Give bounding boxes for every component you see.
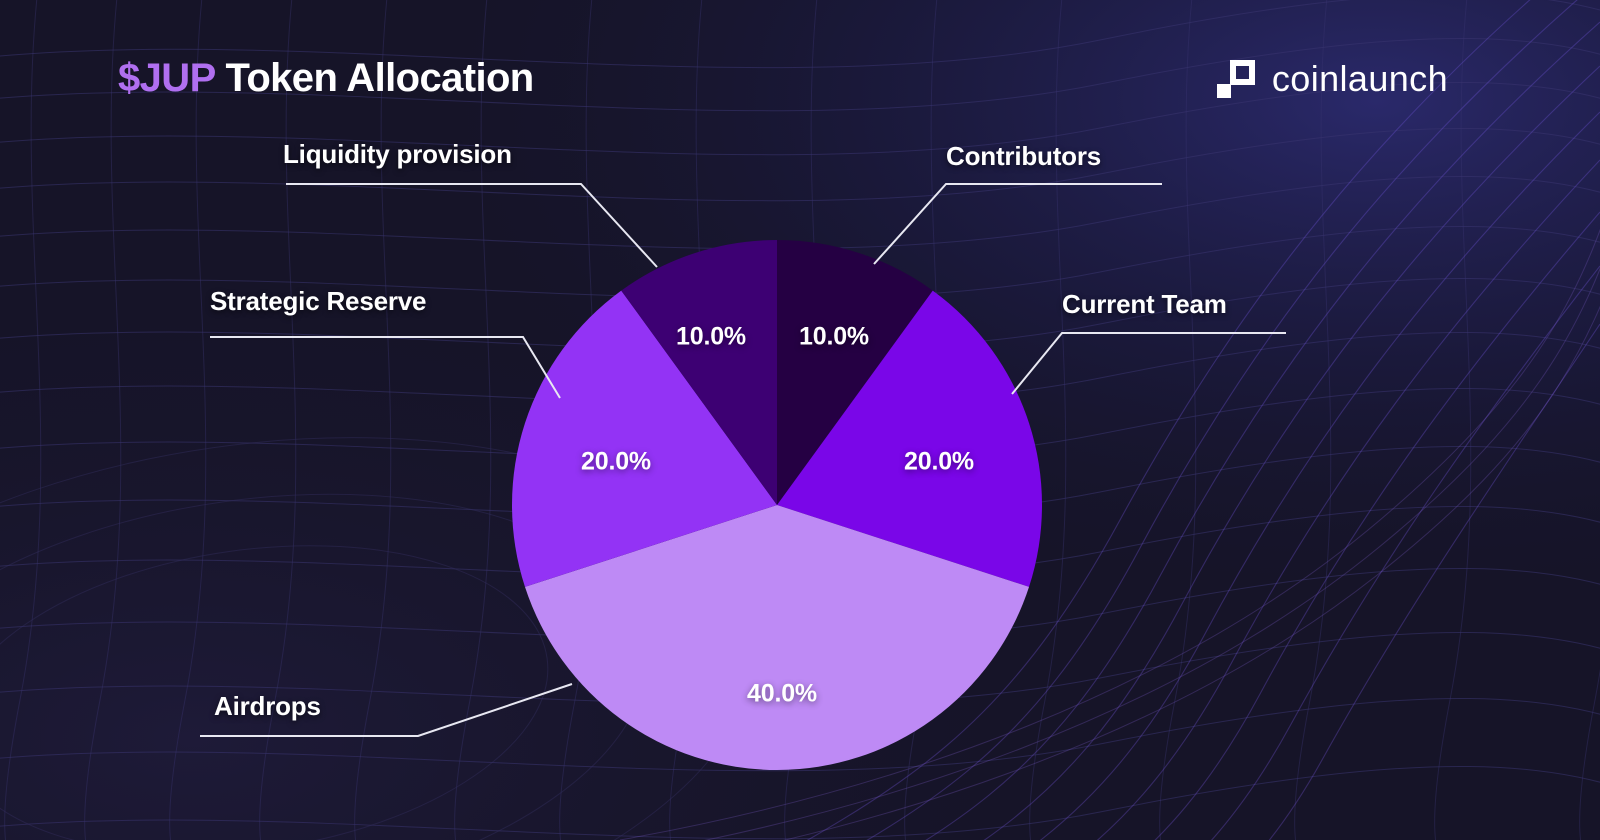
pie-slice-contributors[interactable] <box>777 240 933 505</box>
coinlaunch-squares-icon <box>1216 60 1255 98</box>
pie-slice-group <box>512 240 1042 771</box>
leader-line-group <box>200 183 1286 737</box>
page-title-rest: Token Allocation <box>214 56 534 100</box>
pie-slice-airdrops[interactable] <box>524 505 1030 771</box>
slice-value-contributors: 10.0% <box>799 322 869 351</box>
logo-square-outline <box>1229 60 1255 85</box>
callout-label-strategic-reserve: Strategic Reserve <box>210 286 427 316</box>
brand-wordmark: coinlaunch <box>1271 58 1448 99</box>
slice-value-current-team: 20.0% <box>904 447 974 476</box>
leader-line-airdrops <box>200 683 573 737</box>
callout-label-liquidity-provision: Liquidity provision <box>283 139 512 169</box>
leader-line-current-team <box>1011 332 1286 395</box>
logo-square-solid <box>1216 84 1231 98</box>
pie-slice-strategic-reserve[interactable] <box>512 290 777 587</box>
slice-value-strategic-reserve: 20.0% <box>581 447 651 476</box>
leader-line-contributors <box>873 183 1162 265</box>
callout-label-current-team: Current Team <box>1062 289 1227 319</box>
page-title-ticker: $JUP <box>118 56 216 100</box>
callout-label-contributors: Contributors <box>946 141 1102 171</box>
slice-value-airdrops: 40.0% <box>747 679 817 708</box>
callout-label-airdrops: Airdrops <box>214 691 321 721</box>
pie-slice-current-team[interactable] <box>777 290 1042 587</box>
brand-logo: coinlaunch <box>1216 56 1448 102</box>
page-title: $JUP Token Allocation <box>118 58 534 98</box>
leader-line-strategic-reserve <box>210 336 561 399</box>
leader-line-liquidity-provision <box>286 183 658 268</box>
slice-value-liquidity-provision: 10.0% <box>676 322 746 351</box>
pie-slice-liquidity-provision[interactable] <box>621 240 777 505</box>
